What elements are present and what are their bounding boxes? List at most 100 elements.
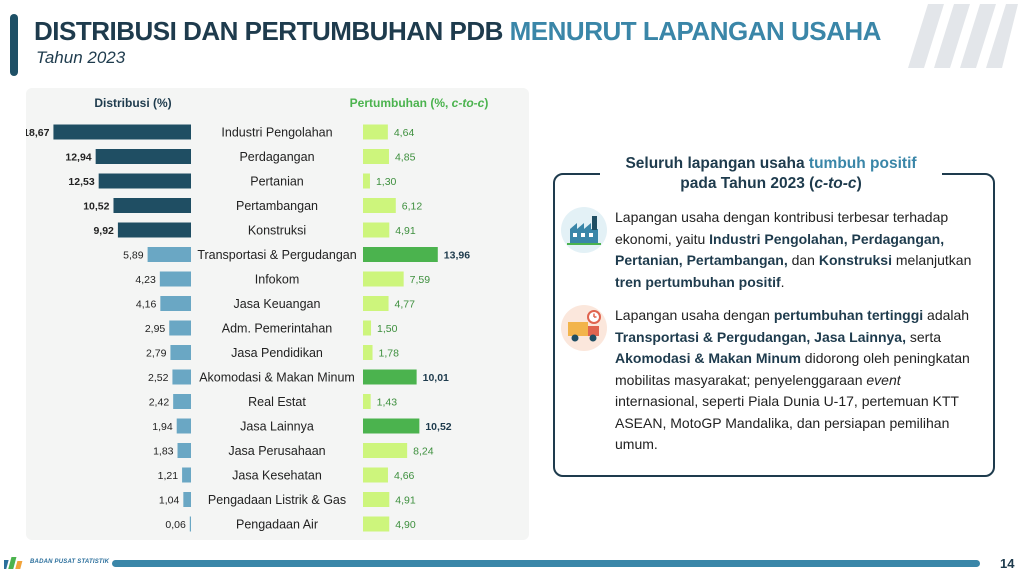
pertumbuhan-bar (363, 198, 396, 213)
footer-org-name: BADAN PUSAT STATISTIK (30, 559, 110, 565)
industry-icon (561, 207, 607, 253)
distribusi-value-label: 2,95 (145, 323, 166, 335)
distribusi-bar (169, 320, 191, 336)
pertumbuhan-bar (363, 247, 438, 262)
category-label: Jasa Pendidikan (231, 346, 323, 360)
distribusi-bar (53, 124, 191, 140)
pertumbuhan-bar (363, 443, 408, 458)
category-label: Real Estat (248, 395, 306, 409)
bps-logo-icon (4, 557, 23, 569)
distribusi-bar (183, 492, 191, 507)
pertumbuhan-value-label: 6,12 (402, 201, 423, 213)
info-heading: Seluruh lapangan usaha tumbuh positif pa… (600, 152, 942, 196)
distribusi-value-label: 2,42 (149, 397, 170, 409)
distribusi-bar (189, 516, 191, 532)
pertumbuhan-bar (363, 124, 388, 140)
distribusi-value-label: 18,67 (26, 127, 50, 139)
pertumbuhan-value-label: 4,91 (395, 225, 416, 237)
pertumbuhan-value-label: 1,50 (377, 323, 398, 335)
pertumbuhan-value-label: 4,66 (394, 470, 415, 482)
pertumbuhan-value-label: 4,85 (395, 152, 416, 164)
category-label: Konstruksi (248, 224, 306, 238)
pertumbuhan-value-label: 4,64 (394, 127, 415, 139)
pertumbuhan-value-label: 4,77 (395, 299, 416, 311)
distribusi-value-label: 2,79 (146, 348, 167, 360)
pertumbuhan-bar (363, 296, 389, 311)
distribusi-value-label: 4,16 (136, 299, 157, 311)
category-label: Jasa Keuangan (234, 297, 321, 311)
chart-panel: Distribusi (%) Pertumbuhan (%, c-to-c) 18,… (26, 88, 529, 540)
pertumbuhan-value-label: 13,96 (444, 250, 470, 262)
distribusi-bar (177, 443, 191, 458)
pertumbuhan-header: Pertumbuhan (%, c-to-c) (350, 96, 489, 110)
distribusi-bar (117, 222, 191, 238)
category-label: Jasa Lainnya (240, 420, 314, 434)
pertumbuhan-bar (363, 149, 389, 164)
distribusi-bar (113, 198, 191, 213)
category-label: Infokom (255, 273, 299, 287)
pertumbuhan-value-label: 8,24 (413, 446, 434, 458)
distribusi-value-label: 1,83 (153, 446, 174, 458)
category-label: Pengadaan Listrik & Gas (208, 493, 346, 507)
pertumbuhan-bar (363, 492, 390, 507)
stripes-logo-icon (908, 4, 1018, 68)
category-label: Jasa Kesehatan (232, 469, 322, 483)
pdb-diverging-bar-chart: Distribusi (%) Pertumbuhan (%, c-to-c) 18,… (26, 96, 489, 532)
distribusi-bar (170, 345, 191, 360)
distribusi-value-label: 5,89 (123, 250, 144, 262)
pertumbuhan-value-label: 10,01 (423, 372, 449, 384)
category-label: Pertanian (250, 175, 304, 189)
logistics-truck-icon (561, 305, 607, 351)
distribusi-bar (147, 247, 191, 262)
pertumbuhan-bar (363, 516, 390, 532)
distribusi-bar (172, 369, 191, 385)
distribusi-value-label: 1,21 (158, 470, 179, 482)
pertumbuhan-value-label: 4,90 (395, 519, 416, 531)
category-label: Transportasi & Pergudangan (197, 248, 356, 262)
pertumbuhan-value-label: 1,30 (376, 176, 397, 188)
pertumbuhan-value-label: 4,91 (395, 495, 416, 507)
distribusi-value-label: 12,94 (65, 152, 91, 164)
distribusi-bar (176, 418, 191, 434)
info-paragraph-growth: Lapangan usaha dengan pertumbuhan tertin… (615, 307, 970, 452)
category-label: Jasa Perusahaan (228, 444, 325, 458)
distribusi-value-label: 10,52 (83, 201, 109, 213)
page-subtitle: Tahun 2023 (36, 48, 126, 67)
pertumbuhan-value-label: 1,78 (379, 348, 400, 360)
page-number: 14 (1000, 556, 1015, 571)
pertumbuhan-bar (363, 320, 372, 336)
pertumbuhan-bar (363, 467, 388, 483)
distribusi-bar (173, 394, 191, 409)
category-label: Pertambangan (236, 199, 318, 213)
distribusi-value-label: 1,04 (159, 495, 180, 507)
pertumbuhan-bar (363, 222, 390, 238)
title-accent-bar (10, 14, 18, 76)
distribusi-value-label: 4,23 (135, 274, 156, 286)
pertumbuhan-bar (363, 345, 373, 360)
info-box (553, 173, 995, 477)
distribusi-value-label: 0,06 (165, 519, 186, 531)
distribusi-bar (182, 467, 191, 483)
page-title: DISTRIBUSI DAN PERTUMBUHAN PDB MENURUT L… (34, 16, 881, 46)
pertumbuhan-bar (363, 173, 370, 189)
category-label: Akomodasi & Makan Minum (199, 371, 355, 385)
distribusi-value-label: 2,52 (148, 372, 169, 384)
distribusi-bar (160, 296, 191, 311)
pertumbuhan-bar (363, 271, 404, 287)
footer-rule (112, 560, 980, 567)
pertumbuhan-bar (363, 394, 371, 409)
pertumbuhan-value-label: 1,43 (377, 397, 398, 409)
category-label: Adm. Pemerintahan (222, 322, 333, 336)
distribusi-value-label: 9,92 (93, 225, 114, 237)
info-paragraph-contribution: Lapangan usaha dengan kontribusi terbesa… (615, 209, 972, 290)
pertumbuhan-bar (363, 418, 420, 434)
pertumbuhan-value-label: 7,59 (410, 274, 431, 286)
distribusi-bar (159, 271, 191, 287)
pertumbuhan-value-label: 10,52 (425, 421, 451, 433)
distribusi-value-label: 1,94 (152, 421, 173, 433)
distribusi-value-label: 12,53 (68, 176, 94, 188)
distribusi-header: Distribusi (%) (94, 96, 171, 110)
pertumbuhan-bar (363, 369, 417, 385)
distribusi-bar (98, 173, 191, 189)
category-label: Perdagangan (239, 150, 314, 164)
